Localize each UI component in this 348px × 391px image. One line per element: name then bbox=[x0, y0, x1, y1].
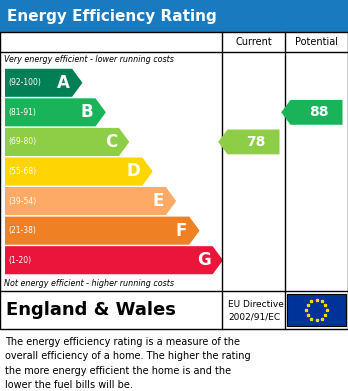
Text: G: G bbox=[197, 251, 211, 269]
Polygon shape bbox=[218, 129, 279, 154]
Bar bbox=[287, 294, 346, 326]
Text: E: E bbox=[152, 192, 164, 210]
Text: Potential: Potential bbox=[295, 37, 338, 47]
Text: EU Directive: EU Directive bbox=[228, 300, 284, 309]
Text: C: C bbox=[105, 133, 117, 151]
Text: (81-91): (81-91) bbox=[8, 108, 36, 117]
Text: Not energy efficient - higher running costs: Not energy efficient - higher running co… bbox=[4, 278, 174, 287]
Polygon shape bbox=[5, 217, 200, 245]
Text: (1-20): (1-20) bbox=[8, 256, 31, 265]
Polygon shape bbox=[5, 158, 153, 186]
Text: A: A bbox=[57, 74, 70, 92]
Text: 88: 88 bbox=[309, 105, 329, 119]
Polygon shape bbox=[5, 128, 129, 156]
Text: (55-68): (55-68) bbox=[8, 167, 36, 176]
Polygon shape bbox=[281, 100, 342, 125]
Text: England & Wales: England & Wales bbox=[6, 301, 176, 319]
Text: D: D bbox=[127, 163, 140, 181]
Bar bbox=[0, 32, 348, 329]
Text: 2002/91/EC: 2002/91/EC bbox=[228, 312, 280, 321]
Text: F: F bbox=[176, 222, 187, 240]
Text: (21-38): (21-38) bbox=[8, 226, 36, 235]
Polygon shape bbox=[5, 98, 106, 126]
Polygon shape bbox=[5, 69, 82, 97]
Text: Current: Current bbox=[235, 37, 272, 47]
Text: B: B bbox=[81, 103, 94, 121]
Text: Very energy efficient - lower running costs: Very energy efficient - lower running co… bbox=[4, 56, 174, 65]
Polygon shape bbox=[5, 187, 176, 215]
Text: 78: 78 bbox=[246, 135, 266, 149]
Polygon shape bbox=[5, 246, 223, 274]
Text: (92-100): (92-100) bbox=[8, 78, 41, 87]
Text: The energy efficiency rating is a measure of the
overall efficiency of a home. T: The energy efficiency rating is a measur… bbox=[5, 337, 251, 390]
Text: (39-54): (39-54) bbox=[8, 197, 36, 206]
Bar bbox=[0, 0, 348, 32]
Text: (69-80): (69-80) bbox=[8, 137, 36, 146]
Text: Energy Efficiency Rating: Energy Efficiency Rating bbox=[7, 9, 217, 23]
